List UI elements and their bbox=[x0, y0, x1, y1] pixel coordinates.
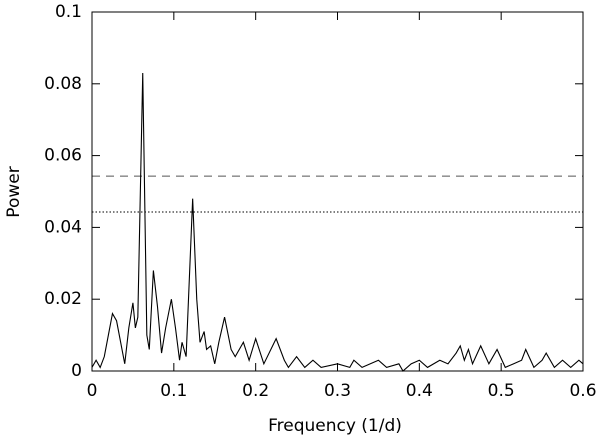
x-tick-label: 0.4 bbox=[406, 381, 433, 401]
y-tick-label: 0 bbox=[71, 361, 82, 381]
x-tick-label: 0.6 bbox=[569, 381, 596, 401]
plot-frame bbox=[91, 11, 584, 372]
x-axis-label: Frequency (1/d) bbox=[268, 416, 402, 436]
y-tick-label: 0.08 bbox=[44, 74, 82, 94]
y-tick-label: 0.06 bbox=[44, 146, 82, 166]
y-axis-label: Power bbox=[4, 166, 24, 217]
y-tick-label: 0.04 bbox=[44, 217, 82, 237]
x-tick-label: 0.3 bbox=[324, 381, 351, 401]
power-line bbox=[91, 73, 584, 372]
x-tick-label: 0.2 bbox=[242, 381, 269, 401]
x-tick-label: 0.5 bbox=[488, 381, 515, 401]
x-tick-label: 0.1 bbox=[160, 381, 187, 401]
x-tick-label: 0 bbox=[87, 381, 98, 401]
y-tick-label: 0.1 bbox=[55, 2, 82, 22]
y-tick-label: 0.02 bbox=[44, 289, 82, 309]
